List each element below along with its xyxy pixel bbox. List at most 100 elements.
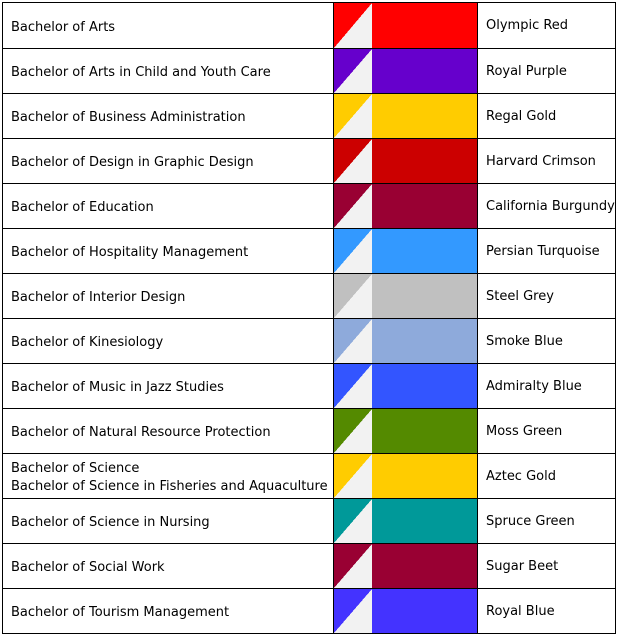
table-row: Bachelor of Interior Design Steel Grey: [3, 274, 616, 319]
degree-name: Bachelor of Kinesiology: [11, 335, 164, 350]
degree-cell: Bachelor of Business Administration: [3, 94, 334, 138]
color-name: Persian Turquoise: [486, 243, 600, 259]
degree-cell: Bachelor of Interior Design: [3, 274, 334, 318]
table-row: Bachelor of Music in Jazz Studies Admiral…: [3, 364, 616, 409]
degree-name: Bachelor of Hospitality Management: [11, 245, 249, 260]
degree-cell: Bachelor of Natural Resource Protection: [3, 409, 334, 453]
swatch-corner-notch: [334, 3, 372, 48]
degree-cell: Bachelor of Tourism Management: [3, 589, 334, 633]
degree-name: Bachelor of Science in Fisheries and Aqu…: [11, 479, 328, 494]
color-name: Admiralty Blue: [486, 378, 582, 394]
color-name-cell: Aztec Gold: [478, 454, 616, 498]
degree-cell: Bachelor of Social Work: [3, 544, 334, 588]
degree-cell: Bachelor of Hospitality Management: [3, 229, 334, 273]
color-name: Royal Blue: [486, 603, 555, 619]
degree-cell: Bachelor of Design in Graphic Design: [3, 139, 334, 183]
color-swatch: [334, 184, 478, 228]
table-row: Bachelor of Kinesiology Smoke Blue: [3, 319, 616, 364]
degree-color-table: Bachelor of Arts Olympic Red Bachelor of A…: [2, 2, 616, 634]
swatch-corner-notch: [334, 589, 372, 633]
swatch-corner-notch: [334, 544, 372, 588]
color-name: Spruce Green: [486, 513, 575, 529]
degree-name: Bachelor of Business Administration: [11, 110, 246, 125]
color-swatch: [334, 499, 478, 543]
swatch-corner-notch: [334, 139, 372, 183]
color-name: Olympic Red: [486, 18, 569, 33]
color-name: California Burgundy: [486, 198, 615, 214]
degree-name: Bachelor of Natural Resource Protection: [11, 425, 271, 440]
table-row: Bachelor of Science Bachelor of Science i…: [3, 454, 616, 499]
color-swatch: [334, 454, 478, 498]
degree-name: Bachelor of Science in Nursing: [11, 515, 210, 530]
table-row: Bachelor of Design in Graphic Design Harv…: [3, 139, 616, 184]
color-name: Royal Purple: [486, 63, 567, 79]
color-name: Steel Grey: [486, 288, 554, 304]
degree-name: Bachelor of Arts: [11, 19, 116, 35]
color-name: Sugar Beet: [486, 558, 559, 574]
swatch-corner-notch: [334, 184, 372, 228]
degree-cell: Bachelor of Kinesiology: [3, 319, 334, 363]
degree-cell: Bachelor of Science Bachelor of Science i…: [3, 454, 334, 498]
degree-cell: Bachelor of Arts: [3, 3, 334, 48]
color-name-cell: Persian Turquoise: [478, 229, 616, 273]
color-name-cell: Regal Gold: [478, 94, 616, 138]
table-row: Bachelor of Social Work Sugar Beet: [3, 544, 616, 589]
table-row: Bachelor of Tourism Management Royal Blue: [3, 589, 616, 634]
color-swatch: [334, 364, 478, 408]
color-name-cell: Smoke Blue: [478, 319, 616, 363]
color-name: Aztec Gold: [486, 468, 556, 484]
table-row: Bachelor of Science in Nursing Spruce Gre…: [3, 499, 616, 544]
degree-name: Bachelor of Education: [11, 200, 154, 215]
color-swatch: [334, 229, 478, 273]
color-swatch: [334, 409, 478, 453]
color-name: Smoke Blue: [486, 333, 563, 349]
table-row: Bachelor of Arts in Child and Youth Care…: [3, 49, 616, 94]
color-swatch: [334, 139, 478, 183]
degree-name: Bachelor of Arts in Child and Youth Care: [11, 65, 271, 80]
color-name: Moss Green: [486, 423, 563, 439]
swatch-corner-notch: [334, 49, 372, 93]
color-swatch: [334, 3, 478, 48]
swatch-corner-notch: [334, 364, 372, 408]
color-name-cell: Admiralty Blue: [478, 364, 616, 408]
degree-cell: Bachelor of Music in Jazz Studies: [3, 364, 334, 408]
color-name-cell: Spruce Green: [478, 499, 616, 543]
swatch-corner-notch: [334, 274, 372, 318]
color-name-cell: Steel Grey: [478, 274, 616, 318]
degree-cell: Bachelor of Science in Nursing: [3, 499, 334, 543]
table-row: Bachelor of Education California Burgundy: [3, 184, 616, 229]
table-row: Bachelor of Business Administration Regal…: [3, 94, 616, 139]
swatch-corner-notch: [334, 409, 372, 453]
degree-cell: Bachelor of Arts in Child and Youth Care: [3, 49, 334, 93]
color-swatch: [334, 589, 478, 633]
table-row: Bachelor of Natural Resource Protection M…: [3, 409, 616, 454]
color-name-cell: Olympic Red: [478, 3, 616, 48]
color-swatch: [334, 274, 478, 318]
table-row: Bachelor of Hospitality Management Persia…: [3, 229, 616, 274]
degree-name: Bachelor of Music in Jazz Studies: [11, 380, 224, 395]
degree-name: Bachelor of Interior Design: [11, 290, 186, 305]
swatch-corner-notch: [334, 454, 372, 498]
degree-name: Bachelor of Tourism Management: [11, 605, 230, 620]
swatch-corner-notch: [334, 319, 372, 363]
table-row: Bachelor of Arts Olympic Red: [3, 3, 616, 49]
swatch-corner-notch: [334, 499, 372, 543]
degree-name: Bachelor of Science: [11, 461, 140, 476]
color-swatch: [334, 319, 478, 363]
color-name-cell: Sugar Beet: [478, 544, 616, 588]
color-name-cell: Harvard Crimson: [478, 139, 616, 183]
degree-name: Bachelor of Social Work: [11, 560, 165, 575]
color-name-cell: Royal Blue: [478, 589, 616, 633]
degree-name: Bachelor of Design in Graphic Design: [11, 155, 254, 170]
color-name-cell: Royal Purple: [478, 49, 616, 93]
color-name-cell: California Burgundy: [478, 184, 616, 228]
swatch-corner-notch: [334, 229, 372, 273]
color-swatch: [334, 94, 478, 138]
color-swatch: [334, 49, 478, 93]
degree-cell: Bachelor of Education: [3, 184, 334, 228]
color-swatch: [334, 544, 478, 588]
color-name-cell: Moss Green: [478, 409, 616, 453]
color-name: Harvard Crimson: [486, 153, 596, 169]
swatch-corner-notch: [334, 94, 372, 138]
color-name: Regal Gold: [486, 108, 557, 124]
